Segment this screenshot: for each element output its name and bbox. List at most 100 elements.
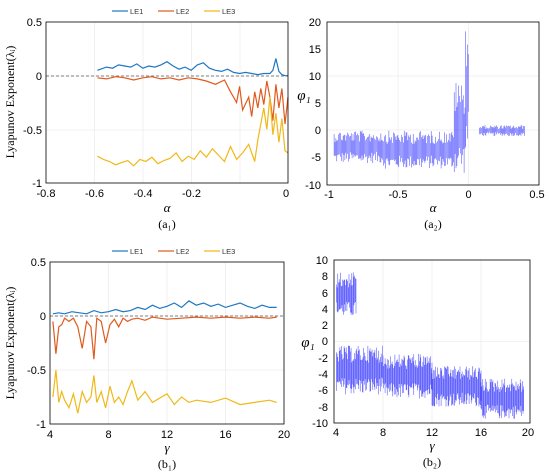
panel-a1-xlabel: α <box>164 200 172 215</box>
ytick: -6 <box>318 385 328 397</box>
ytick: -8 <box>318 402 328 414</box>
panel-a2-ylabel: φ₁ <box>297 88 311 104</box>
panel-b2-ylabel: φ₁ <box>301 335 315 351</box>
panel-a2-series <box>333 31 525 173</box>
xtick: -0.6 <box>85 188 104 200</box>
series-line-le2 <box>97 76 289 125</box>
ytick: -0.5 <box>27 365 46 377</box>
phi-trace-segment-3 <box>431 366 482 407</box>
panel-a1-frame <box>45 21 289 184</box>
panel-b1-yticks: 0.5 0 -0.5 -1 <box>27 257 46 431</box>
panel-b1-label: (b₁) <box>158 457 176 471</box>
panel-a2-xlabel: α <box>430 200 438 215</box>
ytick: -1 <box>32 178 42 190</box>
legend-le1: LE1 <box>130 247 143 256</box>
ytick: -5 <box>311 152 321 164</box>
panel-a2-yticks: 20 15 10 5 0 -5 -10 <box>305 17 321 192</box>
xtick: 4 <box>333 427 339 439</box>
panel-a1: LE1 LE2 LE3 0.5 0 -0.5 -1 -0.8 -0.6 -0.4… <box>3 7 289 231</box>
xtick: 20 <box>278 429 290 441</box>
panel-b1-legend: LE1 LE2 LE3 <box>112 247 235 256</box>
phi-trace-segment-4 <box>479 125 525 136</box>
ytick: -10 <box>305 180 321 192</box>
phi-trace-segment-0 <box>333 130 383 164</box>
xtick: 0 <box>283 188 289 200</box>
ytick: 4 <box>322 304 328 316</box>
ytick: 15 <box>309 44 321 56</box>
ytick: 8 <box>322 271 328 283</box>
panel-a2-frame <box>326 21 540 186</box>
ytick: -10 <box>312 418 328 430</box>
series-line-le3 <box>52 369 277 414</box>
legend-le1: LE1 <box>130 7 143 16</box>
xtick: -0.8 <box>37 188 56 200</box>
phi-trace-segment-1 <box>383 130 454 169</box>
ytick: 5 <box>315 98 321 110</box>
xtick: 16 <box>219 429 231 441</box>
panel-a2: 20 15 10 5 0 -5 -10 -1 -0.5 0 0.5 α (a₂)… <box>297 17 544 231</box>
phi-trace-segment-2 <box>382 353 433 399</box>
legend-le3: LE3 <box>222 247 235 256</box>
ytick: 0 <box>315 125 321 137</box>
panel-b1-series <box>52 300 277 414</box>
panel-b1-xticks: 4 8 12 16 20 <box>47 429 290 441</box>
panel-b2-series <box>336 272 524 419</box>
xtick: 20 <box>522 427 534 439</box>
xtick: -0.2 <box>182 188 201 200</box>
series-line-le1 <box>97 58 288 77</box>
xtick: -0.4 <box>134 188 153 200</box>
legend-le2: LE2 <box>176 247 189 256</box>
panel-b2-xlabel: γ <box>429 438 435 453</box>
xtick: 8 <box>380 427 386 439</box>
xtick: 12 <box>426 427 438 439</box>
ytick: -4 <box>318 369 328 381</box>
series-line-le1 <box>52 300 277 315</box>
ytick: 0.5 <box>27 17 42 29</box>
phi-trace-segment-4 <box>480 378 524 419</box>
ytick: -0.5 <box>23 125 42 137</box>
panel-a1-series <box>97 58 289 167</box>
ytick: 0.5 <box>31 257 46 269</box>
panel-a2-label: (a₂) <box>424 217 442 231</box>
panel-a2-xticks: -1 -0.5 0 0.5 <box>324 189 545 201</box>
ytick: 10 <box>316 255 328 267</box>
panel-b2-label: (b₂) <box>423 455 441 469</box>
panel-b2-xticks: 4 8 12 16 20 <box>333 427 534 439</box>
xtick: -0.5 <box>389 189 408 201</box>
panel-b1: LE1 LE2 LE3 0.5 0 -0.5 -1 4 8 12 16 20 γ… <box>3 247 290 471</box>
panel-a1-ylabel: Lyapunov Exponent(λᵢ) <box>3 46 17 159</box>
ytick: 20 <box>309 17 321 29</box>
panel-a1-legend: LE1 LE2 LE3 <box>112 7 235 16</box>
ytick: 2 <box>322 320 328 332</box>
panel-b1-frame <box>49 261 285 425</box>
xtick: 8 <box>105 429 111 441</box>
panel-a1-label: (a₁) <box>158 217 176 231</box>
xtick: 0 <box>465 189 471 201</box>
panel-b2: 10 8 6 4 2 0 -2 -4 -6 -8 -10 4 8 12 16 2… <box>301 255 534 469</box>
ytick: 6 <box>322 288 328 300</box>
ytick: -1 <box>36 419 46 431</box>
phi-trace-segment-0 <box>336 272 357 315</box>
series-line-le2 <box>52 316 277 360</box>
phi-trace-segment-2 <box>453 83 466 173</box>
ytick: -2 <box>318 353 328 365</box>
ytick: 10 <box>309 71 321 83</box>
xtick: -1 <box>324 189 334 201</box>
phi-trace-segment-1 <box>336 345 383 395</box>
xtick: 0.5 <box>529 189 544 201</box>
legend-le2: LE2 <box>176 7 189 16</box>
legend-le3: LE3 <box>222 7 235 16</box>
panel-b2-yticks: 10 8 6 4 2 0 -2 -4 -6 -8 -10 <box>312 255 328 430</box>
ytick: 0 <box>322 336 328 348</box>
xtick: 4 <box>47 429 53 441</box>
series-line-le3 <box>97 97 289 167</box>
panel-b1-xlabel: γ <box>164 440 170 455</box>
panel-b1-ylabel: Lyapunov Exponent(λᵢ) <box>3 287 17 400</box>
ytick: 0 <box>36 71 42 83</box>
phi-trace-segment-3 <box>465 31 469 147</box>
panel-b2-frame <box>333 259 531 424</box>
ytick: 0 <box>40 311 46 323</box>
xtick: 16 <box>475 427 487 439</box>
